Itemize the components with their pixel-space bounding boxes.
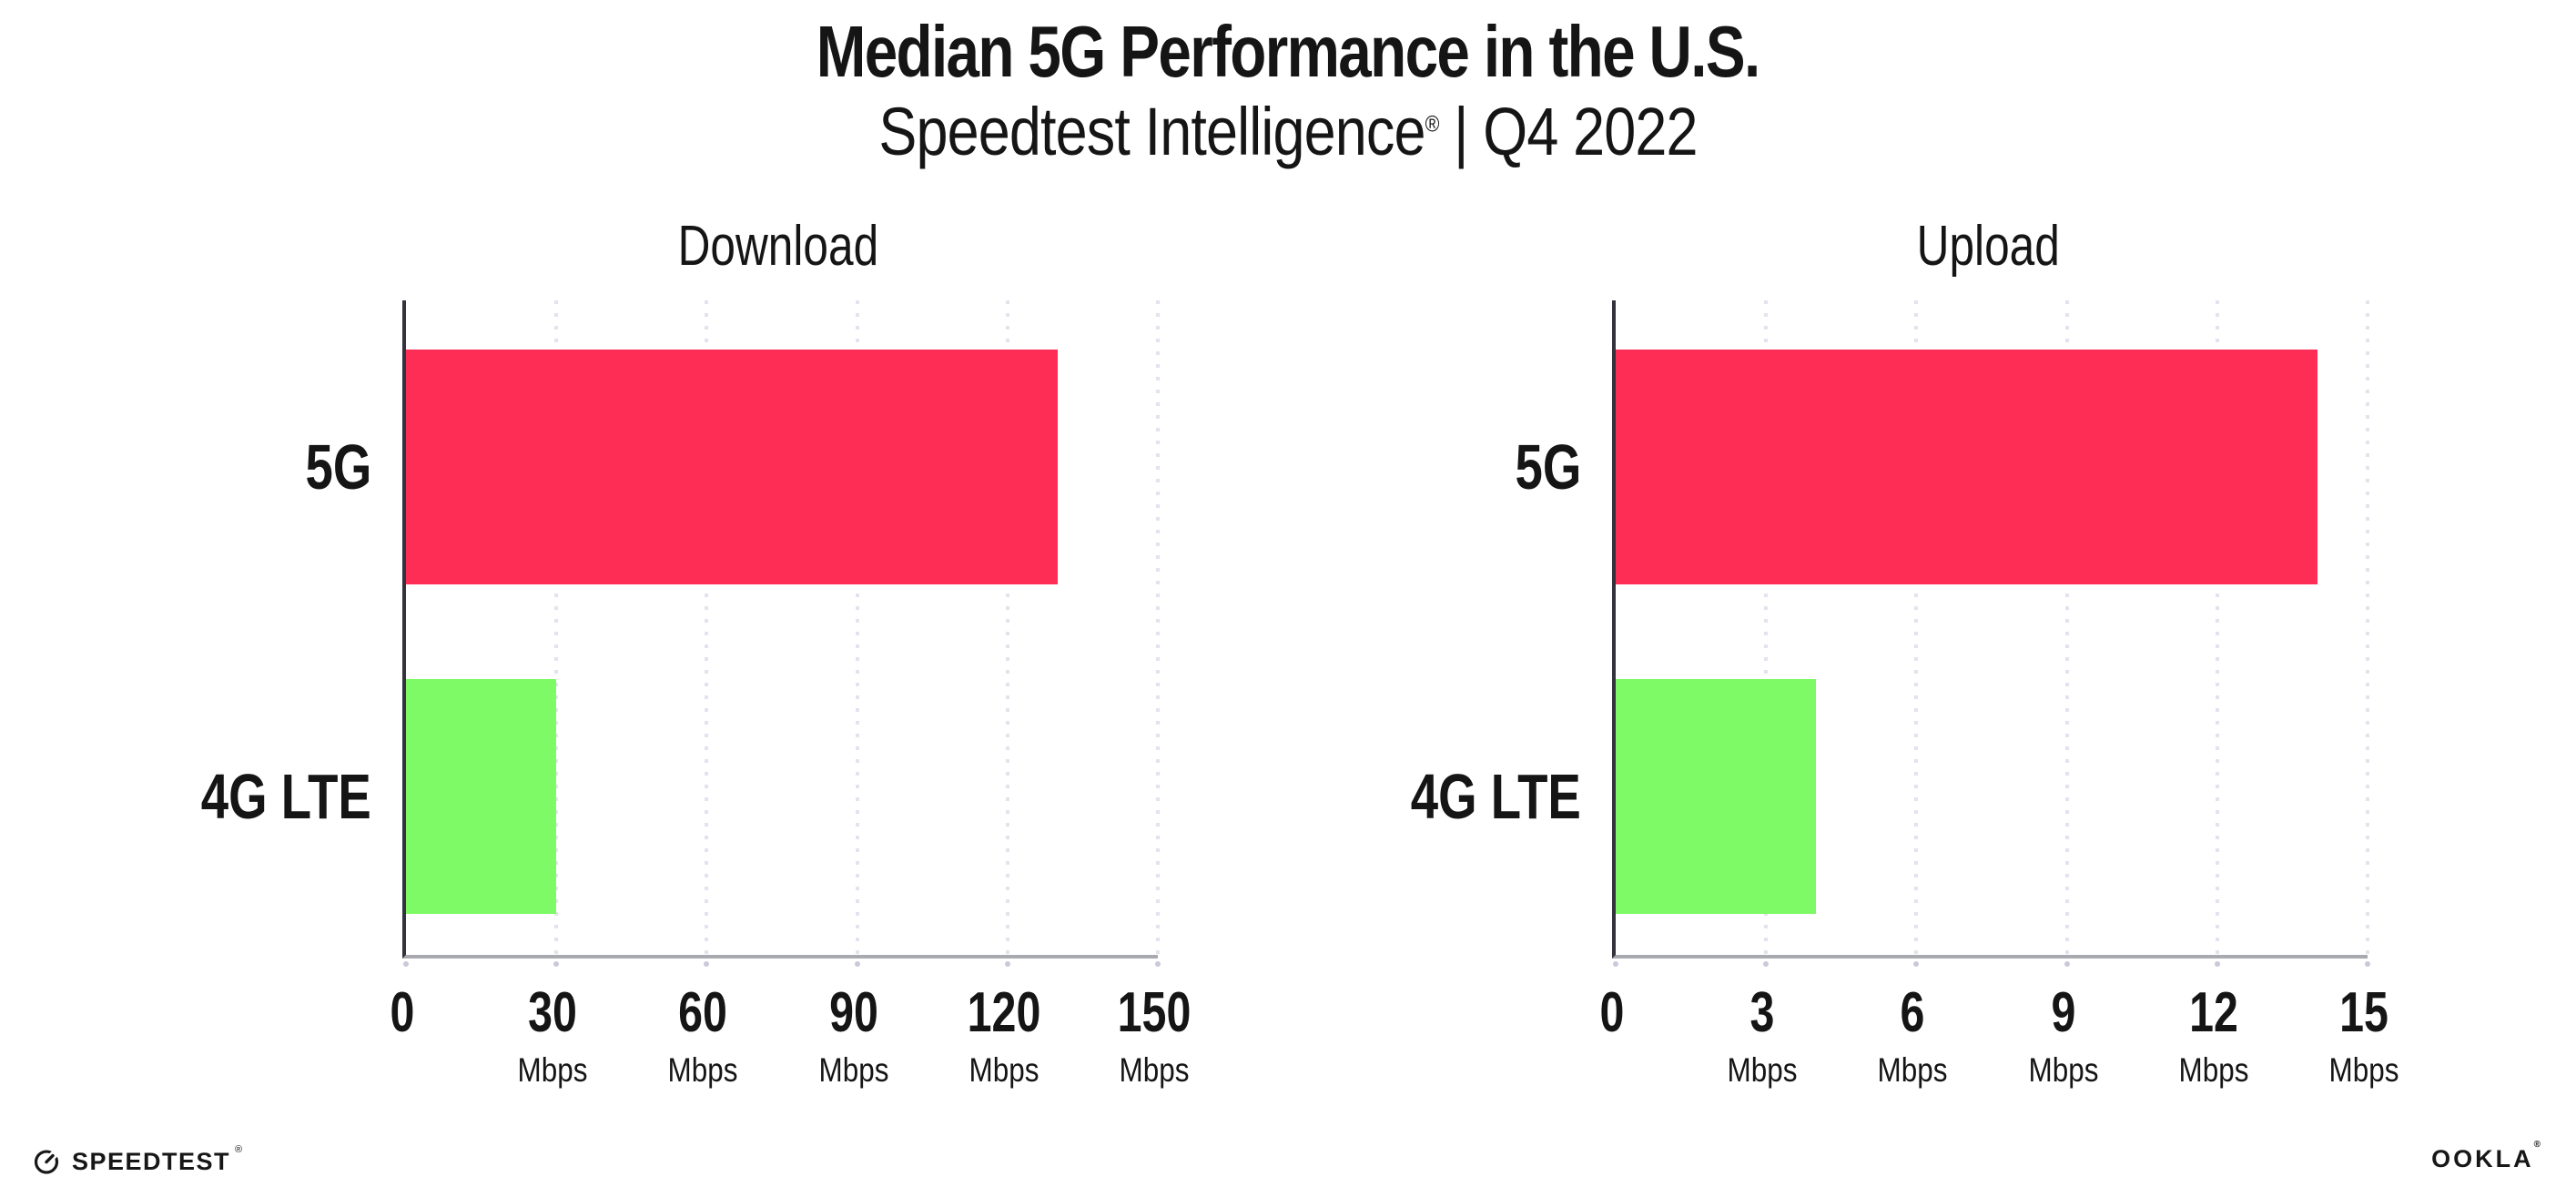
x-tick-unit: Mbps bbox=[2178, 1051, 2249, 1089]
x-tick-unit: Mbps bbox=[818, 1051, 889, 1089]
registered-trademark-icon: ® bbox=[1425, 110, 1440, 137]
axis-tick-0 bbox=[403, 961, 409, 967]
x-tick-value: 12 bbox=[2188, 981, 2238, 1044]
category-label-text: 5G bbox=[305, 431, 371, 502]
ookla-wordmark: OOKLA bbox=[2431, 1145, 2534, 1172]
download-x-axis: 0 30 Mbps 60 Mbps 90 Mbps 120 Mbps 150 Mbps bbox=[390, 981, 1192, 1140]
download-chart-title-text: Download bbox=[677, 215, 879, 278]
axis-tick-30 bbox=[553, 961, 560, 967]
ookla-logo: OOKLA® bbox=[2431, 1141, 2543, 1173]
x-tick-value: 30 bbox=[528, 981, 578, 1044]
category-label-5g: 5G bbox=[287, 435, 371, 499]
x-tick-15: 15 Mbps bbox=[2323, 981, 2405, 1089]
page-title-text: Median 5G Performance in the U.S. bbox=[816, 11, 1760, 92]
x-tick-9: 9 Mbps bbox=[2022, 981, 2104, 1089]
axis-tick-3 bbox=[1763, 961, 1770, 967]
x-tick-value: 3 bbox=[1749, 981, 1775, 1044]
x-tick-120: 120 Mbps bbox=[957, 981, 1050, 1089]
bar-5g bbox=[406, 350, 1058, 584]
axis-tick-150 bbox=[1155, 961, 1161, 967]
upload-plot-area bbox=[1612, 300, 2370, 967]
download-chart-title: Download bbox=[402, 218, 1154, 275]
download-plot-area bbox=[402, 300, 1161, 967]
speedtest-gauge-icon bbox=[34, 1148, 61, 1174]
x-tick-value: 0 bbox=[1599, 981, 1625, 1044]
x-tick-60: 60 Mbps bbox=[662, 981, 744, 1089]
x-tick-unit: Mbps bbox=[1727, 1051, 1798, 1089]
upload-chart: Upload 0 3 Mbps 6 Mbps 9 Mbps 12 Mbps 15 Mbps 5G 4G… bbox=[1411, 0, 2399, 1197]
bar-4g-lte bbox=[406, 679, 557, 914]
x-tick-90: 90 Mbps bbox=[812, 981, 894, 1089]
subtitle-period: | Q4 2022 bbox=[1438, 93, 1698, 169]
x-tick-unit: Mbps bbox=[969, 1051, 1040, 1089]
gridline-15 bbox=[2366, 300, 2369, 955]
gridline-90 bbox=[855, 300, 859, 955]
x-tick-unit: Mbps bbox=[2028, 1051, 2099, 1089]
page-title: Median 5G Performance in the U.S. bbox=[0, 11, 2576, 93]
axis-tick-90 bbox=[854, 961, 860, 967]
gridline-3 bbox=[1764, 300, 1769, 955]
x-tick-0: 0 bbox=[1597, 985, 1628, 1041]
x-tick-unit: Mbps bbox=[517, 1051, 588, 1089]
gridline-9 bbox=[2064, 300, 2069, 955]
x-tick-unit: Mbps bbox=[2328, 1051, 2399, 1089]
x-tick-value: 9 bbox=[2051, 981, 2076, 1044]
category-label-text: 5G bbox=[1515, 431, 1581, 502]
x-tick-value: 0 bbox=[390, 981, 415, 1044]
category-label-text: 4G LTE bbox=[1410, 761, 1581, 832]
axis-tick-0 bbox=[1613, 961, 1618, 967]
gridline-60 bbox=[705, 300, 709, 955]
gridline-120 bbox=[1005, 300, 1009, 955]
gridline-150 bbox=[1156, 300, 1160, 955]
x-tick-30: 30 Mbps bbox=[512, 981, 593, 1089]
axis-tick-6 bbox=[1913, 961, 1920, 967]
x-tick-6: 6 Mbps bbox=[1871, 981, 1953, 1089]
x-tick-value: 60 bbox=[678, 981, 728, 1044]
header: Median 5G Performance in the U.S. Speedt… bbox=[0, 11, 2576, 169]
x-tick-unit: Mbps bbox=[667, 1051, 738, 1089]
x-tick-12: 12 Mbps bbox=[2173, 981, 2255, 1089]
axis-tick-60 bbox=[704, 961, 710, 967]
x-tick-value: 6 bbox=[1900, 981, 1925, 1044]
x-tick-value: 15 bbox=[2339, 981, 2388, 1044]
axis-tick-120 bbox=[1004, 961, 1010, 967]
gridline-30 bbox=[554, 300, 559, 955]
x-tick-unit: Mbps bbox=[1877, 1051, 1948, 1089]
page-subtitle: Speedtest Intelligence® | Q4 2022 bbox=[0, 93, 2576, 170]
axis-tick-15 bbox=[2365, 961, 2370, 967]
x-tick-value: 150 bbox=[1117, 981, 1192, 1044]
download-chart: Download 0 30 Mbps 60 Mbps 90 Mbps 120 Mbps 150 Mb… bbox=[201, 0, 1192, 1197]
subtitle-brand: Speedtest Intelligence bbox=[878, 93, 1425, 169]
gridline-6 bbox=[1914, 300, 1919, 955]
x-tick-unit: Mbps bbox=[1119, 1051, 1190, 1089]
x-tick-value: 90 bbox=[828, 981, 878, 1044]
ookla-registered-mark: ® bbox=[2533, 1140, 2543, 1150]
category-label-4g-lte: 4G LTE bbox=[153, 765, 371, 828]
bar-4g-lte bbox=[1616, 679, 1817, 914]
x-tick-3: 3 Mbps bbox=[1721, 981, 1803, 1089]
speedtest-wordmark: SPEEDTEST bbox=[72, 1147, 231, 1175]
upload-chart-title-text: Upload bbox=[1916, 215, 2060, 278]
category-label-5g: 5G bbox=[1496, 435, 1581, 499]
page-subtitle-text: Speedtest Intelligence® | Q4 2022 bbox=[878, 93, 1698, 170]
upload-x-axis: 0 3 Mbps 6 Mbps 9 Mbps 12 Mbps 15 Mbps bbox=[1600, 981, 2399, 1140]
speedtest-logo: SPEEDTEST ® bbox=[31, 1145, 242, 1177]
axis-tick-9 bbox=[2064, 961, 2070, 967]
x-tick-value: 120 bbox=[967, 981, 1041, 1044]
category-label-text: 4G LTE bbox=[200, 761, 371, 832]
axis-tick-12 bbox=[2214, 961, 2220, 967]
category-label-4g-lte: 4G LTE bbox=[1363, 765, 1581, 828]
x-tick-0: 0 bbox=[387, 985, 418, 1041]
x-tick-150: 150 Mbps bbox=[1107, 981, 1201, 1089]
upload-chart-title: Upload bbox=[1612, 218, 2364, 275]
gridline-12 bbox=[2215, 300, 2219, 955]
bar-5g bbox=[1616, 350, 2317, 584]
